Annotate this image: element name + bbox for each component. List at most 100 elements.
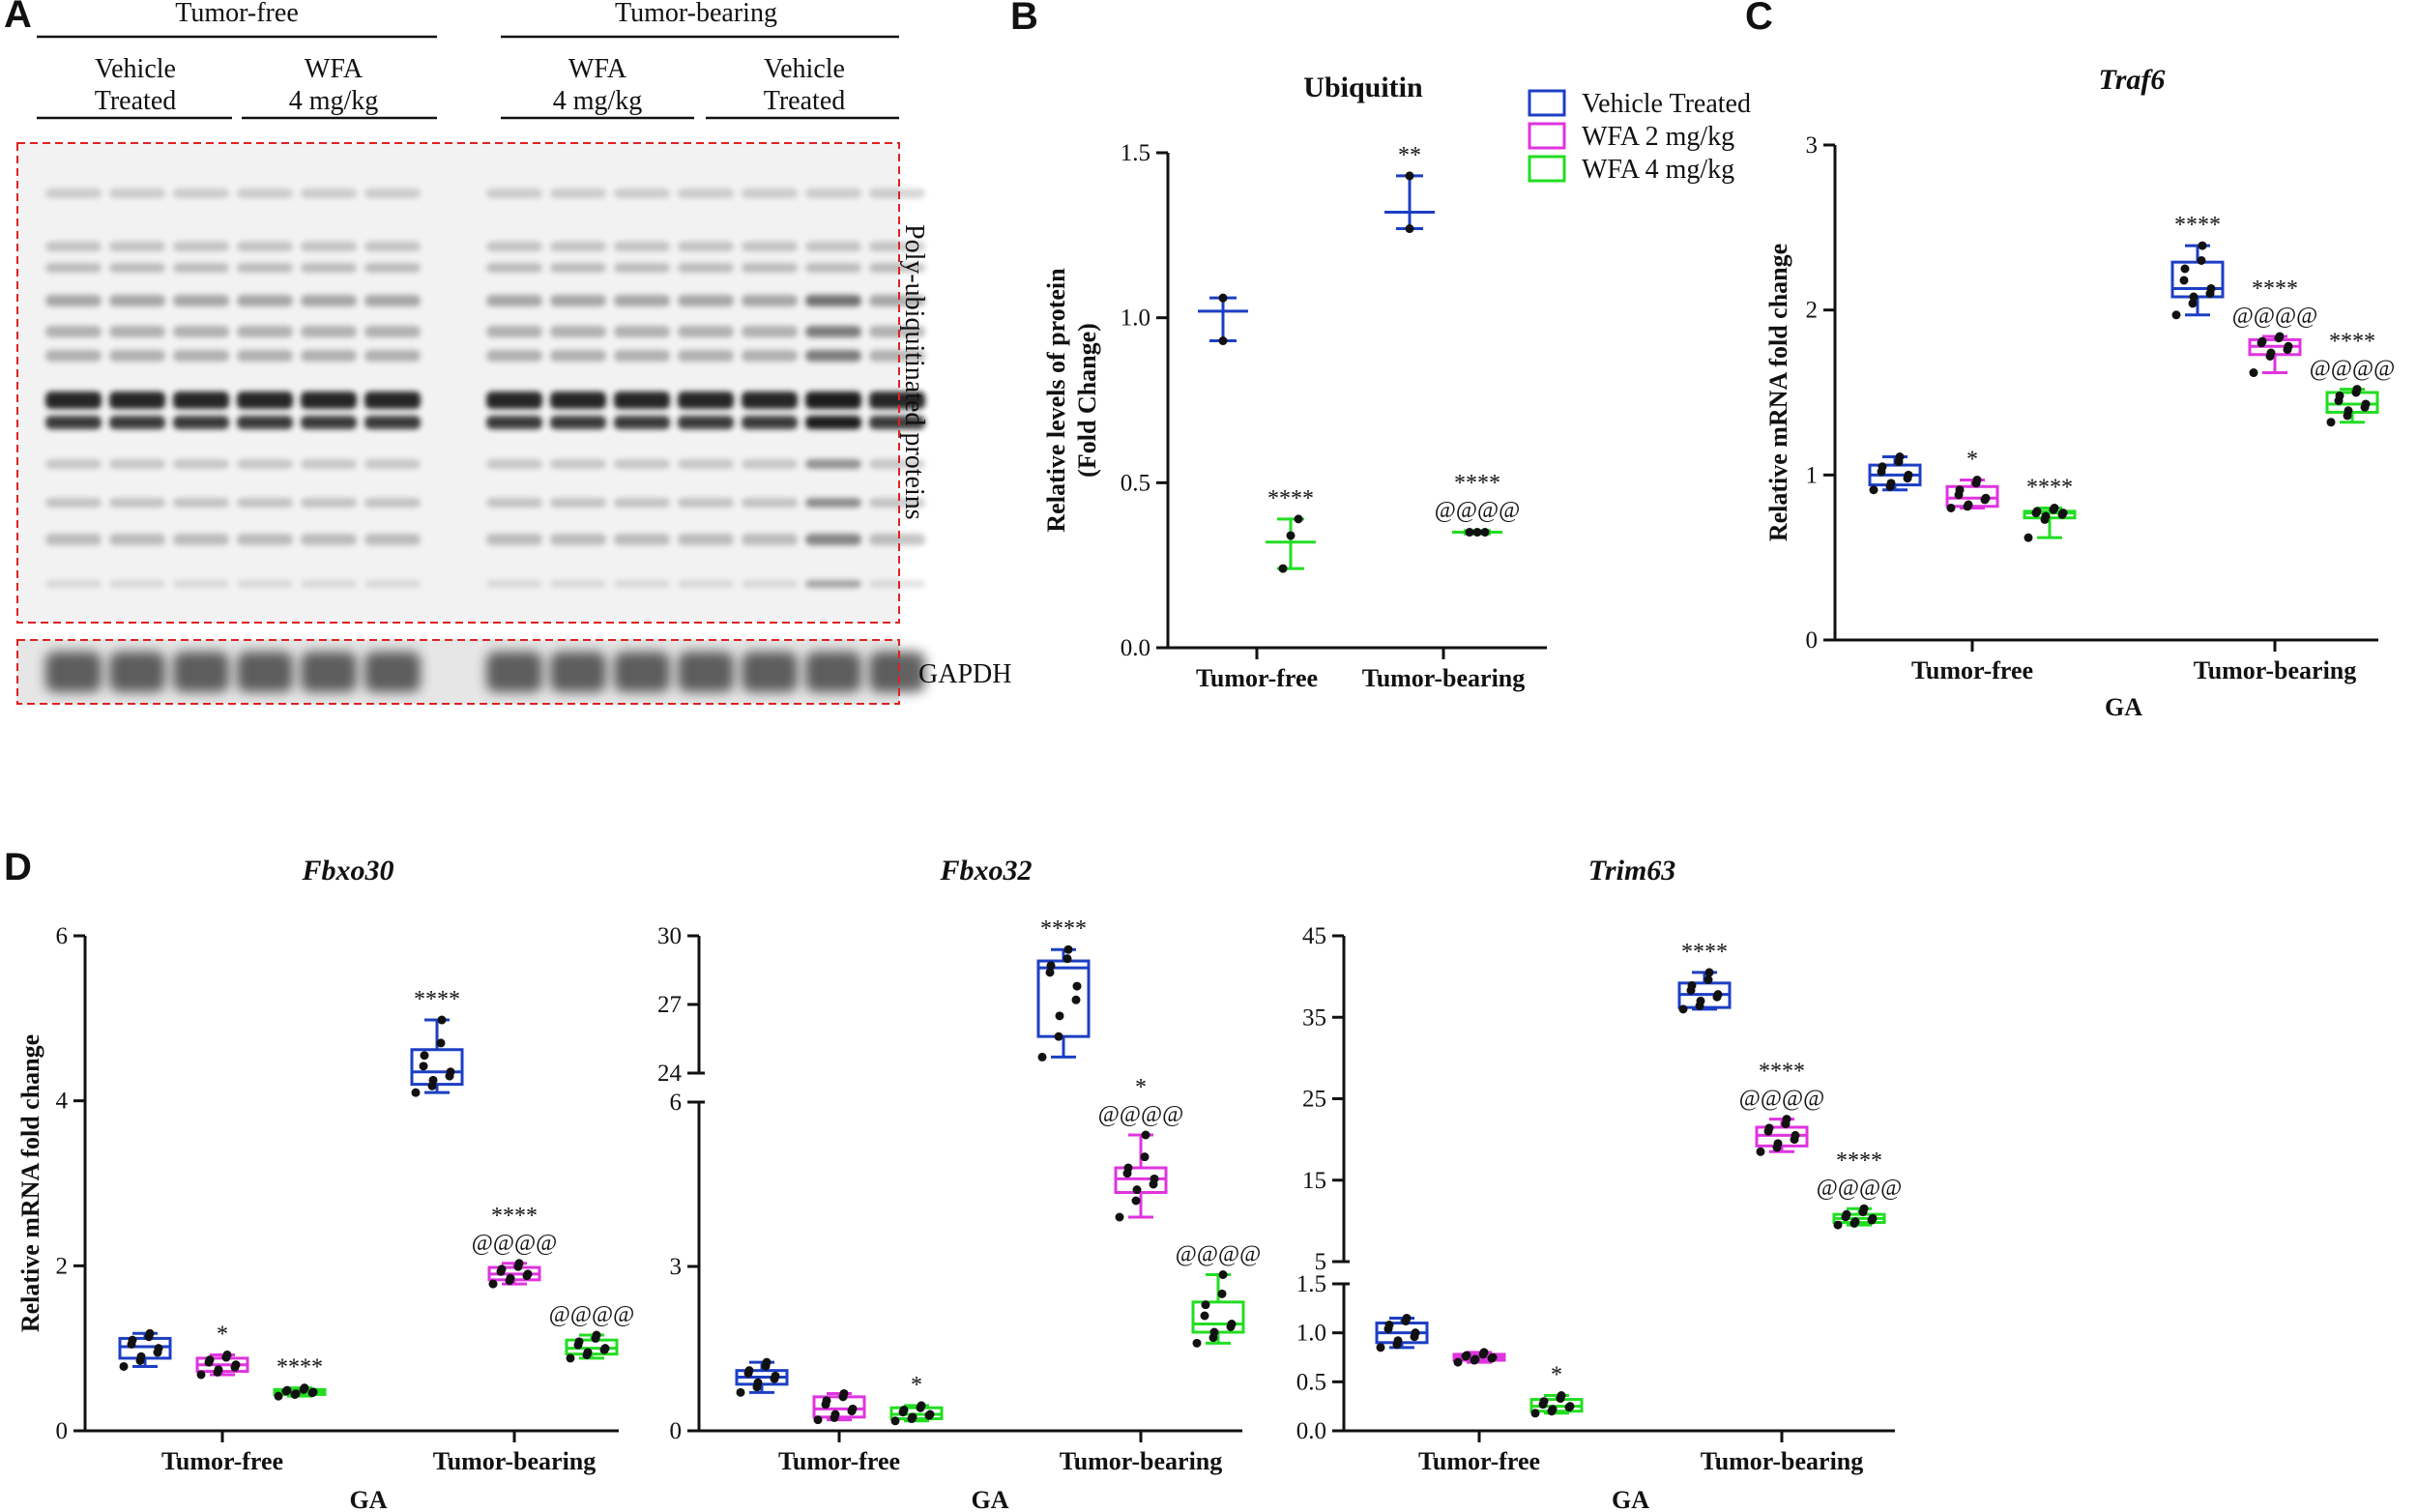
blot-band	[742, 242, 798, 251]
blot-band	[301, 242, 357, 251]
y-tick-label: 1.5	[1121, 140, 1150, 166]
data-point	[291, 1389, 301, 1399]
series-wfa2-tumor-bearing: ****@@@@	[1739, 1060, 1824, 1156]
y-tick-label: 1.5	[1296, 1271, 1326, 1297]
data-point	[925, 1410, 935, 1419]
legend-label-vehicle: Vehicle Treated	[1582, 89, 1751, 119]
x-axis-label: GA	[350, 1486, 388, 1512]
blot-band	[173, 459, 229, 469]
sig-label-vs-tumor-free: @@@@	[1739, 1087, 1824, 1112]
blot-band	[237, 498, 293, 508]
series-vehicle-tumor-free	[1868, 452, 1922, 495]
lane-label-line: Vehicle	[764, 54, 845, 84]
data-point	[411, 1088, 421, 1097]
chart-c: C Traf6 0 1 2 3 Tumor-free Tumor-bearing GA Relat…	[1745, 0, 2395, 721]
blot-band	[109, 580, 165, 588]
blot-band	[614, 326, 670, 337]
series-wfa4-tumor-free: ****	[2023, 475, 2077, 542]
data-point	[2284, 341, 2293, 351]
sig-label-vs-tumor-free: @@@@	[472, 1231, 557, 1256]
data-point	[419, 1061, 428, 1071]
y-tick-label: 27	[657, 992, 682, 1018]
blot-band	[237, 459, 293, 469]
blot-band	[614, 392, 670, 409]
sig-label-vs-tumor-free: @@@@	[2232, 304, 2317, 329]
data-point	[1465, 528, 1474, 538]
data-point	[771, 1371, 780, 1381]
blot-band	[550, 392, 606, 409]
blot-band	[173, 392, 229, 409]
blot-band	[301, 580, 357, 588]
blot-band	[109, 350, 165, 362]
blot-band	[237, 392, 293, 409]
data-point	[2024, 533, 2033, 542]
x-axis-label: GA	[972, 1486, 1009, 1512]
blot-band	[742, 189, 798, 198]
blot-membrane	[17, 143, 899, 623]
data-point	[1054, 1032, 1063, 1041]
data-point	[154, 1344, 163, 1353]
data-point	[1895, 452, 1905, 462]
blot-band	[486, 350, 542, 362]
data-point	[2180, 264, 2190, 274]
blot-band	[301, 534, 357, 545]
y-tick-label: 0	[1806, 627, 1819, 654]
blot-band	[742, 295, 798, 306]
data-point	[1402, 1313, 1412, 1323]
series-vehicle-tumor-bearing: **	[1384, 143, 1435, 234]
blot-band	[109, 326, 165, 337]
blot-band	[301, 350, 357, 362]
x-tick-label: Tumor-free	[1418, 1447, 1540, 1475]
data-point	[1286, 531, 1296, 540]
blot-band	[742, 498, 798, 508]
data-point	[2189, 292, 2199, 302]
blot-lane-label-wfa-tf: WFA 4 mg/kg	[289, 54, 379, 116]
blot-band	[805, 498, 861, 508]
blot-band	[364, 416, 421, 429]
data-point	[1227, 1320, 1237, 1328]
blot-band	[678, 416, 734, 429]
data-point	[2275, 332, 2285, 341]
lane-label-line: 4 mg/kg	[289, 86, 379, 116]
blot-band	[614, 498, 670, 508]
blot-band	[614, 242, 670, 251]
blot-band	[614, 189, 670, 198]
blot-lane-label-vehicle-tb: Vehicle Treated	[764, 54, 846, 116]
panel-letter-c: C	[1745, 0, 1773, 38]
sig-label-vs-vehicle: *	[911, 1373, 922, 1398]
blot-band	[805, 242, 861, 251]
series-vehicle-tumor-free	[1375, 1313, 1429, 1352]
blot-band	[614, 580, 670, 588]
blot-band	[301, 295, 357, 306]
blot-lane-label-vehicle-tf: Vehicle Treated	[95, 54, 177, 116]
data-point	[1850, 1217, 1860, 1227]
blot-band	[173, 416, 229, 429]
blot-band	[237, 416, 293, 429]
legend-label-wfa2: WFA 2 mg/kg	[1582, 122, 1734, 152]
blot-band	[237, 263, 293, 273]
data-point	[1704, 968, 1714, 977]
data-point	[1393, 1336, 1403, 1346]
blot-band	[678, 459, 734, 469]
blot-band	[742, 580, 798, 588]
data-point	[1132, 1185, 1142, 1195]
blot-band	[805, 263, 861, 273]
data-point	[1405, 224, 1414, 234]
chart-title: Traf6	[2099, 64, 2166, 96]
blot-band	[678, 350, 734, 362]
blot-band	[550, 350, 606, 362]
sig-label-vs-vehicle: *	[1966, 447, 1978, 472]
series-wfa2-tumor-bearing: ****@@@@	[472, 1204, 557, 1289]
data-point	[1376, 1343, 1385, 1352]
data-point	[436, 1038, 446, 1048]
x-tick-label: Tumor-bearing	[2194, 656, 2357, 684]
data-point	[1687, 980, 1697, 990]
blot-band	[869, 295, 925, 306]
blot-band	[678, 295, 734, 306]
y-tick-label: 30	[657, 923, 682, 949]
data-point	[1218, 1270, 1228, 1279]
data-point	[1869, 485, 1878, 495]
data-point	[2058, 509, 2068, 518]
blot-band	[45, 459, 102, 469]
data-point	[1904, 470, 1913, 480]
